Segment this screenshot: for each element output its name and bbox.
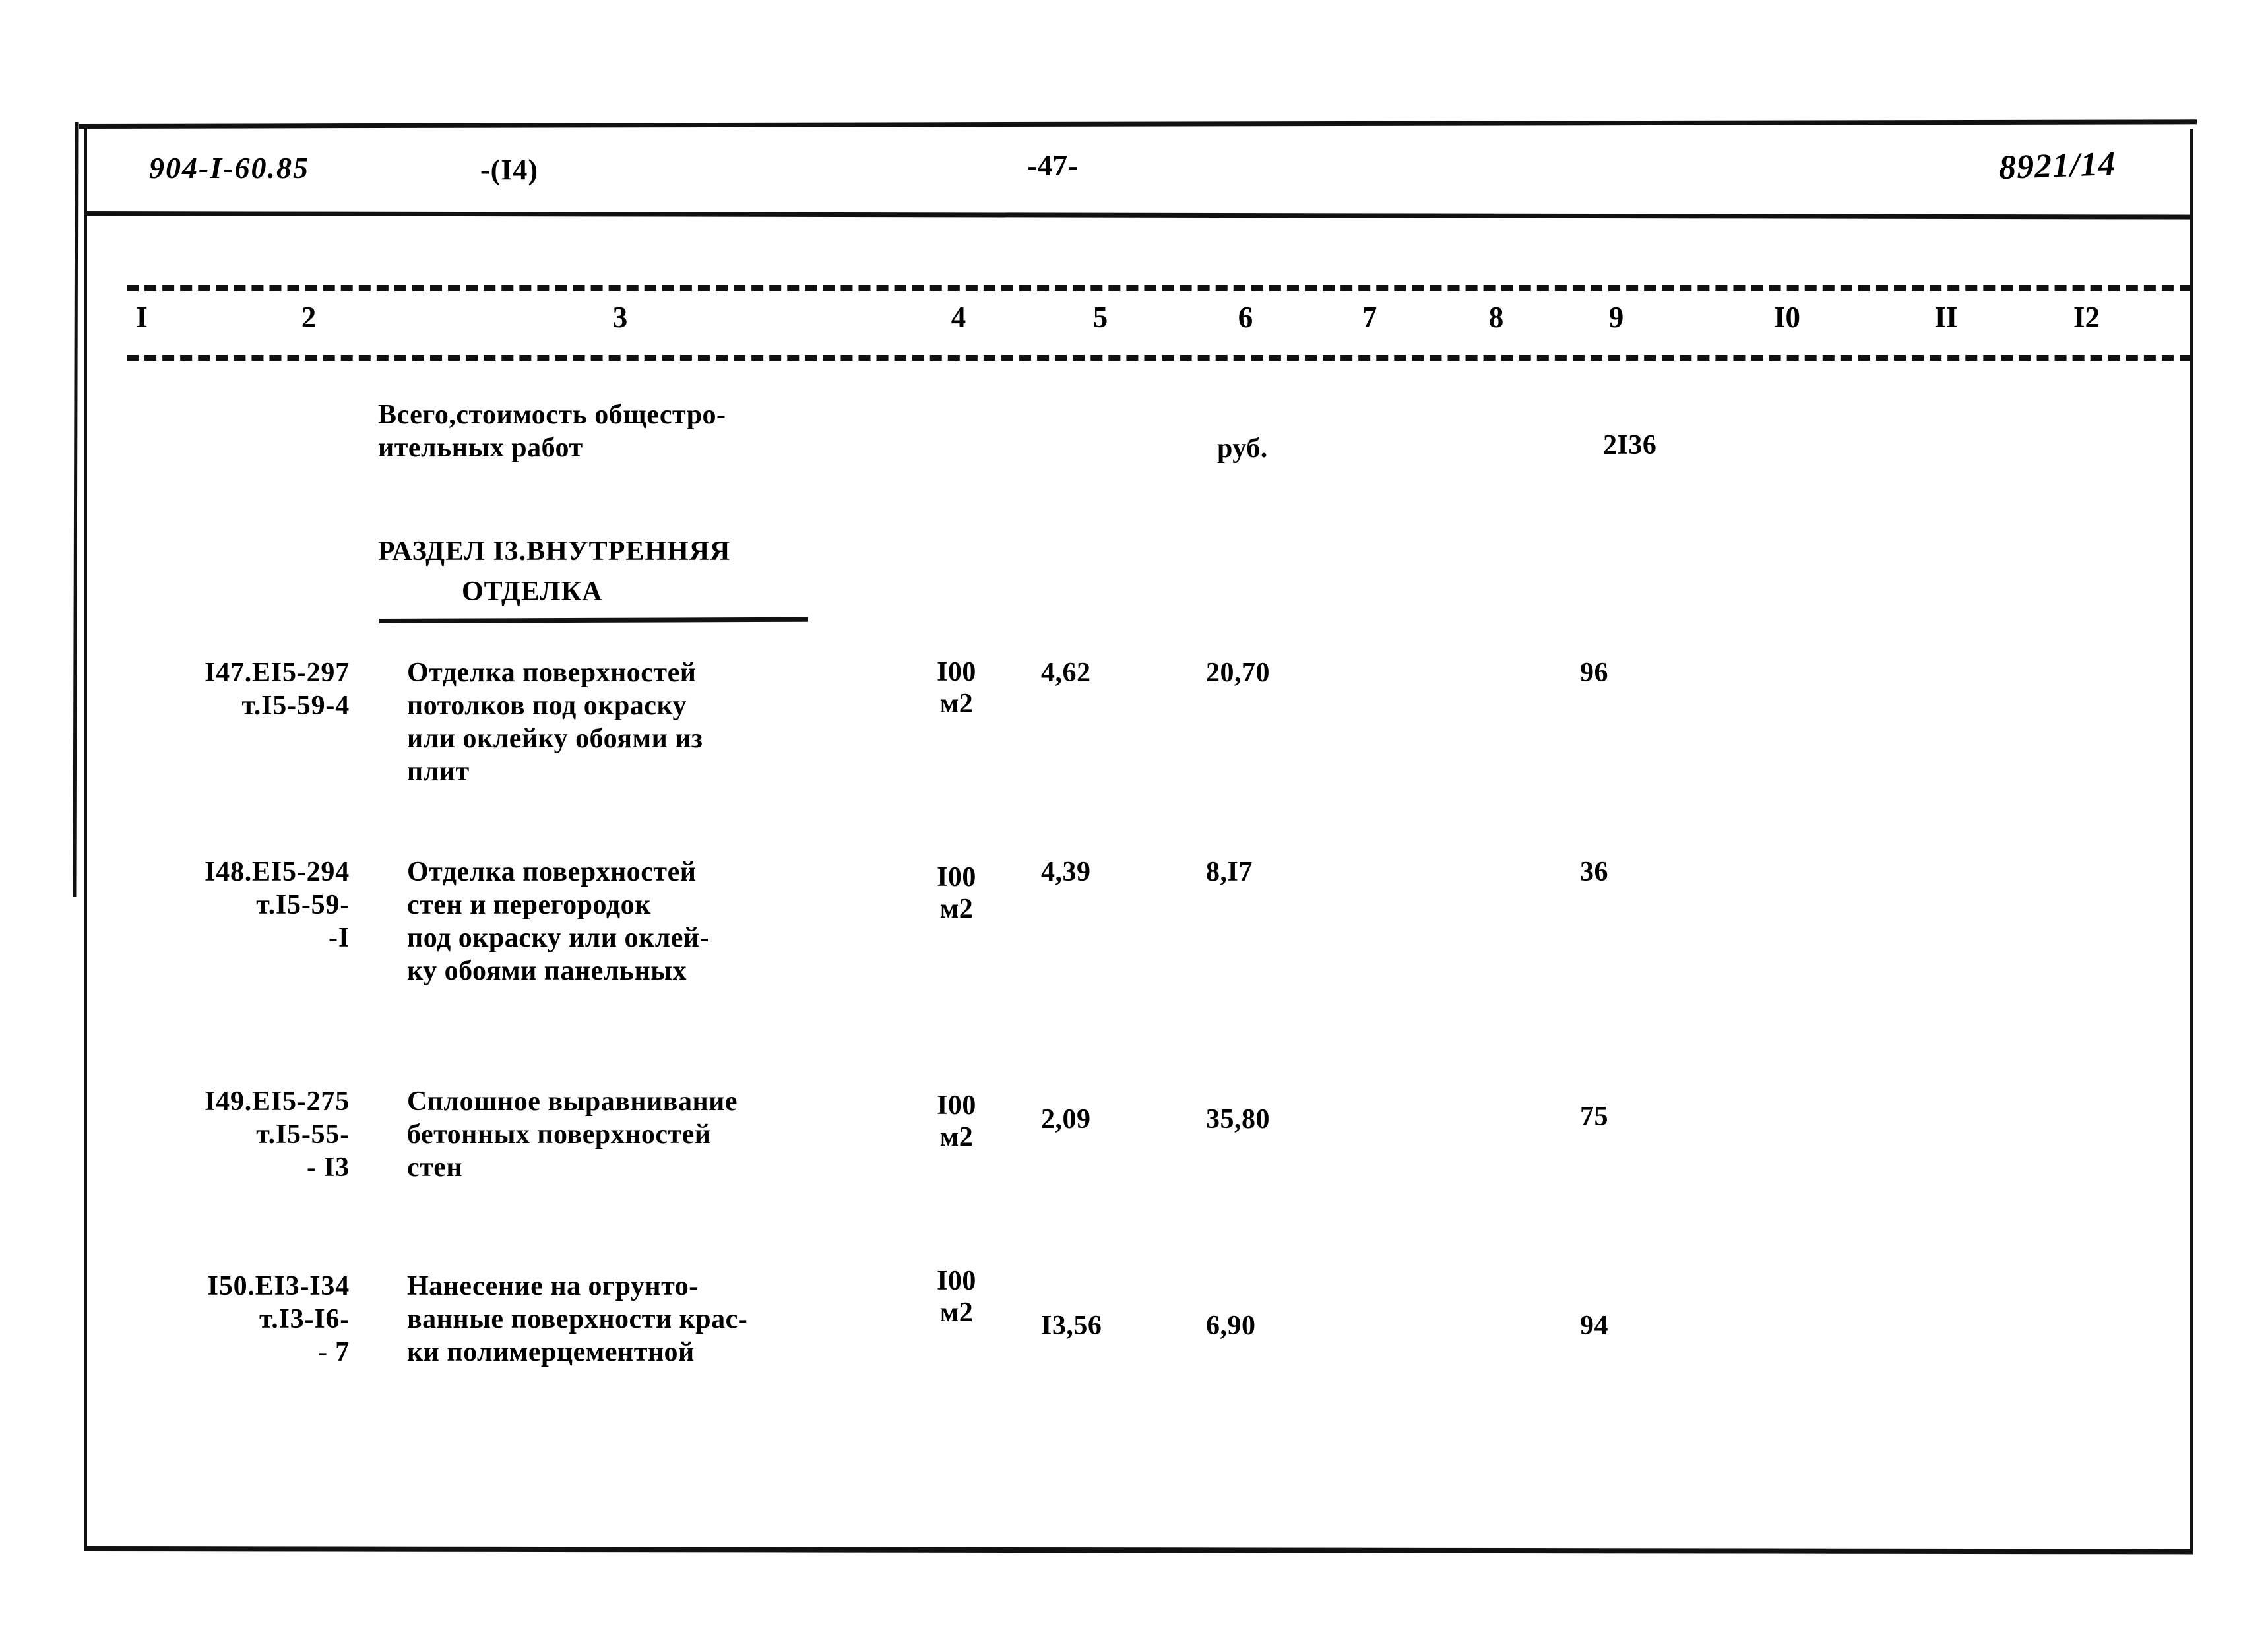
table-row-col6: 6,90 — [1206, 1311, 1256, 1341]
column-number-11: II — [1934, 301, 1958, 334]
section-heading-line-2: ОТДЕЛКА — [462, 576, 603, 607]
table-row-unit: I00 м2 — [937, 1090, 976, 1152]
table-row-col5: 4,62 — [1041, 658, 1091, 688]
column-number-12: I2 — [2073, 301, 2100, 334]
total-row-value: 2I36 — [1603, 430, 1657, 460]
document-code: 904-I-60.85 — [149, 151, 310, 185]
table-row-col9: 36 — [1580, 857, 1608, 887]
column-number-7: 7 — [1362, 301, 1377, 334]
table-row-unit: I00 м2 — [937, 1266, 976, 1328]
total-row-description: Всего,стоимость общестро- ительных работ — [378, 400, 726, 463]
table-row-col9: 75 — [1580, 1102, 1608, 1132]
page-frame-left-border-outer — [73, 121, 79, 898]
column-number-3: 3 — [612, 301, 628, 334]
column-header-bottom-dashed-rule — [127, 355, 2191, 361]
table-row-col9: 96 — [1580, 658, 1608, 688]
column-number-9: 9 — [1608, 301, 1624, 334]
table-row-col5: 2,09 — [1041, 1104, 1091, 1135]
page-frame-bottom-border — [84, 1546, 2193, 1555]
table-row-code: I50.EI3-I34 т.I3-I6- - 7 — [207, 1271, 350, 1367]
column-number-2: 2 — [301, 301, 317, 334]
page-number: -47- — [1027, 148, 1078, 182]
column-number-5: 5 — [1092, 301, 1108, 334]
table-row-description: Нанесение на огрунто- ванные поверхности… — [407, 1271, 748, 1367]
table-row-description: Сплошное выравнивание бетонных поверхнос… — [407, 1086, 738, 1183]
table-row-col6: 35,80 — [1206, 1104, 1270, 1135]
document-sheet-ref: -(I4) — [480, 154, 539, 186]
header-divider-rule — [84, 211, 2193, 220]
handwritten-archive-stamp: 8921/14 — [1998, 144, 2117, 187]
table-row-description: Отделка поверхностей стен и перегородок … — [407, 857, 710, 986]
column-number-8: 8 — [1488, 301, 1504, 334]
column-number-4: 4 — [951, 301, 966, 334]
page-frame-left-border — [84, 125, 87, 1550]
total-row-unit: руб. — [1217, 433, 1268, 464]
table-row-description: Отделка поверхностей потолков под окраск… — [407, 658, 703, 787]
table-row-col9: 94 — [1580, 1311, 1608, 1341]
page-frame-right-border — [2190, 129, 2193, 1553]
table-row-unit: I00 м2 — [937, 862, 976, 924]
page-frame-top-border — [79, 119, 2197, 129]
column-number-10: I0 — [1773, 301, 1800, 334]
table-row-unit: I00 м2 — [937, 657, 976, 719]
section-heading-line-1: РАЗДЕЛ I3.ВНУТРЕННЯЯ — [378, 536, 731, 567]
section-heading-underline — [379, 617, 809, 623]
table-row-col6: 20,70 — [1206, 658, 1270, 688]
table-row-code: I47.EI5-297 т.I5-59-4 — [205, 658, 350, 721]
table-row-code: I48.EI5-294 т.I5-59- -I — [205, 857, 350, 953]
table-row-col6: 8,I7 — [1206, 857, 1253, 887]
column-number-6: 6 — [1238, 301, 1253, 334]
table-row-col5: 4,39 — [1041, 857, 1091, 887]
column-number-1: I — [136, 301, 148, 334]
table-row-col5: I3,56 — [1041, 1311, 1102, 1341]
table-row-code: I49.EI5-275 т.I5-55- - I3 — [205, 1086, 350, 1183]
column-header-top-dashed-rule — [127, 285, 2191, 291]
